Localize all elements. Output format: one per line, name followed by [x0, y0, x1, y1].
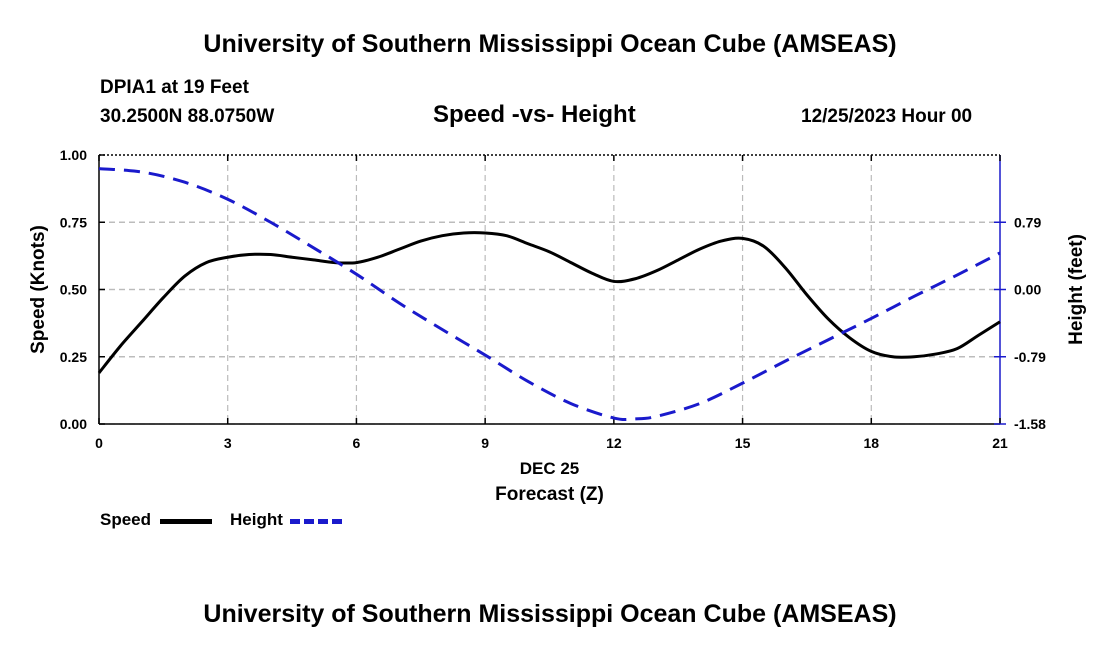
x-tick-label: 18	[863, 435, 879, 451]
y-axis-title-left: Speed (Knots)	[28, 225, 49, 354]
station-label: DPIA1 at 19 Feet	[100, 77, 249, 98]
y2-tick-label: -1.58	[1014, 416, 1046, 432]
legend-height-swatch	[290, 519, 342, 524]
plot-title: Speed -vs- Height	[433, 101, 636, 128]
legend-speed-swatch	[160, 519, 212, 524]
chart-title-bottom: University of Southern Mississippi Ocean…	[203, 600, 897, 628]
x-tick-label: 3	[224, 435, 232, 451]
legend-height-label: Height	[230, 510, 283, 529]
y2-tick-label: 0.79	[1014, 214, 1041, 230]
coordinates-label: 30.2500N 88.0750W	[100, 106, 275, 127]
grid-lines	[99, 155, 1000, 425]
x-axis-date-label: DEC 25	[520, 459, 580, 478]
y-tick-label: 0.75	[60, 214, 87, 230]
x-tick-label: 15	[735, 435, 751, 451]
x-tick-label: 6	[353, 435, 361, 451]
x-axis-title: Forecast (Z)	[495, 484, 604, 505]
x-tick-label: 9	[481, 435, 489, 451]
y-tick-label: 0.25	[60, 349, 87, 365]
x-tick-label: 12	[606, 435, 622, 451]
axis-labels: 0 3 6 9 12 15 18 21 0.00 0.25 0.50 0.75 1.00 -1.58 -0.…	[28, 147, 1087, 505]
datetime-label: 12/25/2023 Hour 00	[801, 106, 973, 127]
series-lines	[97, 167, 1001, 422]
y-axis-title-right: Height (feet)	[1066, 234, 1087, 345]
y-tick-label: 0.50	[60, 282, 87, 298]
y-tick-label: 1.00	[60, 147, 87, 163]
axes	[98, 154, 1006, 425]
x-tick-label: 0	[95, 435, 103, 451]
chart-title-top: University of Southern Mississippi Ocean…	[203, 30, 897, 58]
series-line-speed	[97, 231, 1001, 374]
x-tick-label: 21	[992, 435, 1008, 451]
y-tick-label: 0.00	[60, 416, 87, 432]
legend-speed-label: Speed	[100, 510, 152, 529]
y2-tick-label: -0.79	[1014, 349, 1046, 365]
y2-tick-label: 0.00	[1014, 282, 1041, 298]
series-line-height	[98, 167, 1001, 422]
